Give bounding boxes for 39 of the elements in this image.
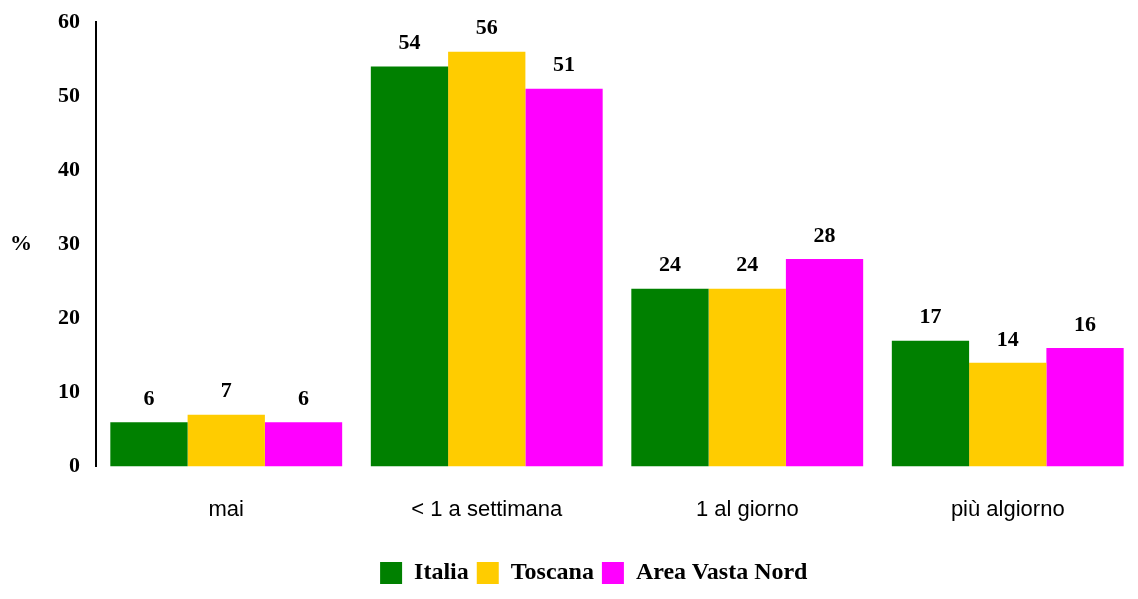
bar — [187, 414, 265, 467]
y-tick-label: 20 — [58, 304, 80, 330]
y-tick-label: 0 — [69, 452, 80, 478]
data-label: 51 — [553, 51, 576, 77]
bar — [891, 340, 970, 467]
bar — [264, 422, 343, 467]
y-tick-label: 40 — [58, 155, 80, 181]
bar — [525, 88, 603, 467]
legend-label: Area Vasta Nord — [635, 558, 809, 585]
data-label: 6 — [143, 384, 155, 410]
y-tick-label: 60 — [58, 7, 80, 33]
data-label: 14 — [996, 325, 1019, 351]
x-tick-label: < 1 a settimana — [411, 495, 564, 521]
y-axis-title: % — [10, 229, 32, 255]
data-label: 17 — [919, 303, 942, 329]
bar — [448, 51, 526, 467]
x-tick-label: più algiorno — [950, 495, 1065, 521]
y-tick-label: 50 — [58, 81, 80, 107]
data-label: 6 — [298, 384, 310, 410]
data-label: 7 — [220, 377, 232, 403]
bar — [110, 422, 188, 467]
bar — [370, 66, 449, 467]
bar — [708, 288, 786, 467]
bar — [1046, 348, 1124, 467]
bar — [969, 362, 1047, 467]
y-tick-label: 30 — [58, 229, 80, 255]
x-tick-label: mai — [208, 495, 244, 521]
bar — [785, 259, 864, 467]
y-tick-label: 10 — [58, 378, 80, 404]
data-label: 24 — [658, 251, 681, 277]
bar — [631, 288, 709, 467]
data-label: 16 — [1074, 310, 1097, 336]
legend-label: Italia — [414, 558, 469, 585]
data-label: 28 — [813, 221, 836, 247]
data-label: 24 — [736, 251, 759, 277]
x-tick-label: 1 al giorno — [695, 495, 799, 521]
data-label: 56 — [475, 14, 498, 40]
legend-label: Toscana — [510, 558, 594, 585]
data-label: 54 — [398, 29, 421, 55]
